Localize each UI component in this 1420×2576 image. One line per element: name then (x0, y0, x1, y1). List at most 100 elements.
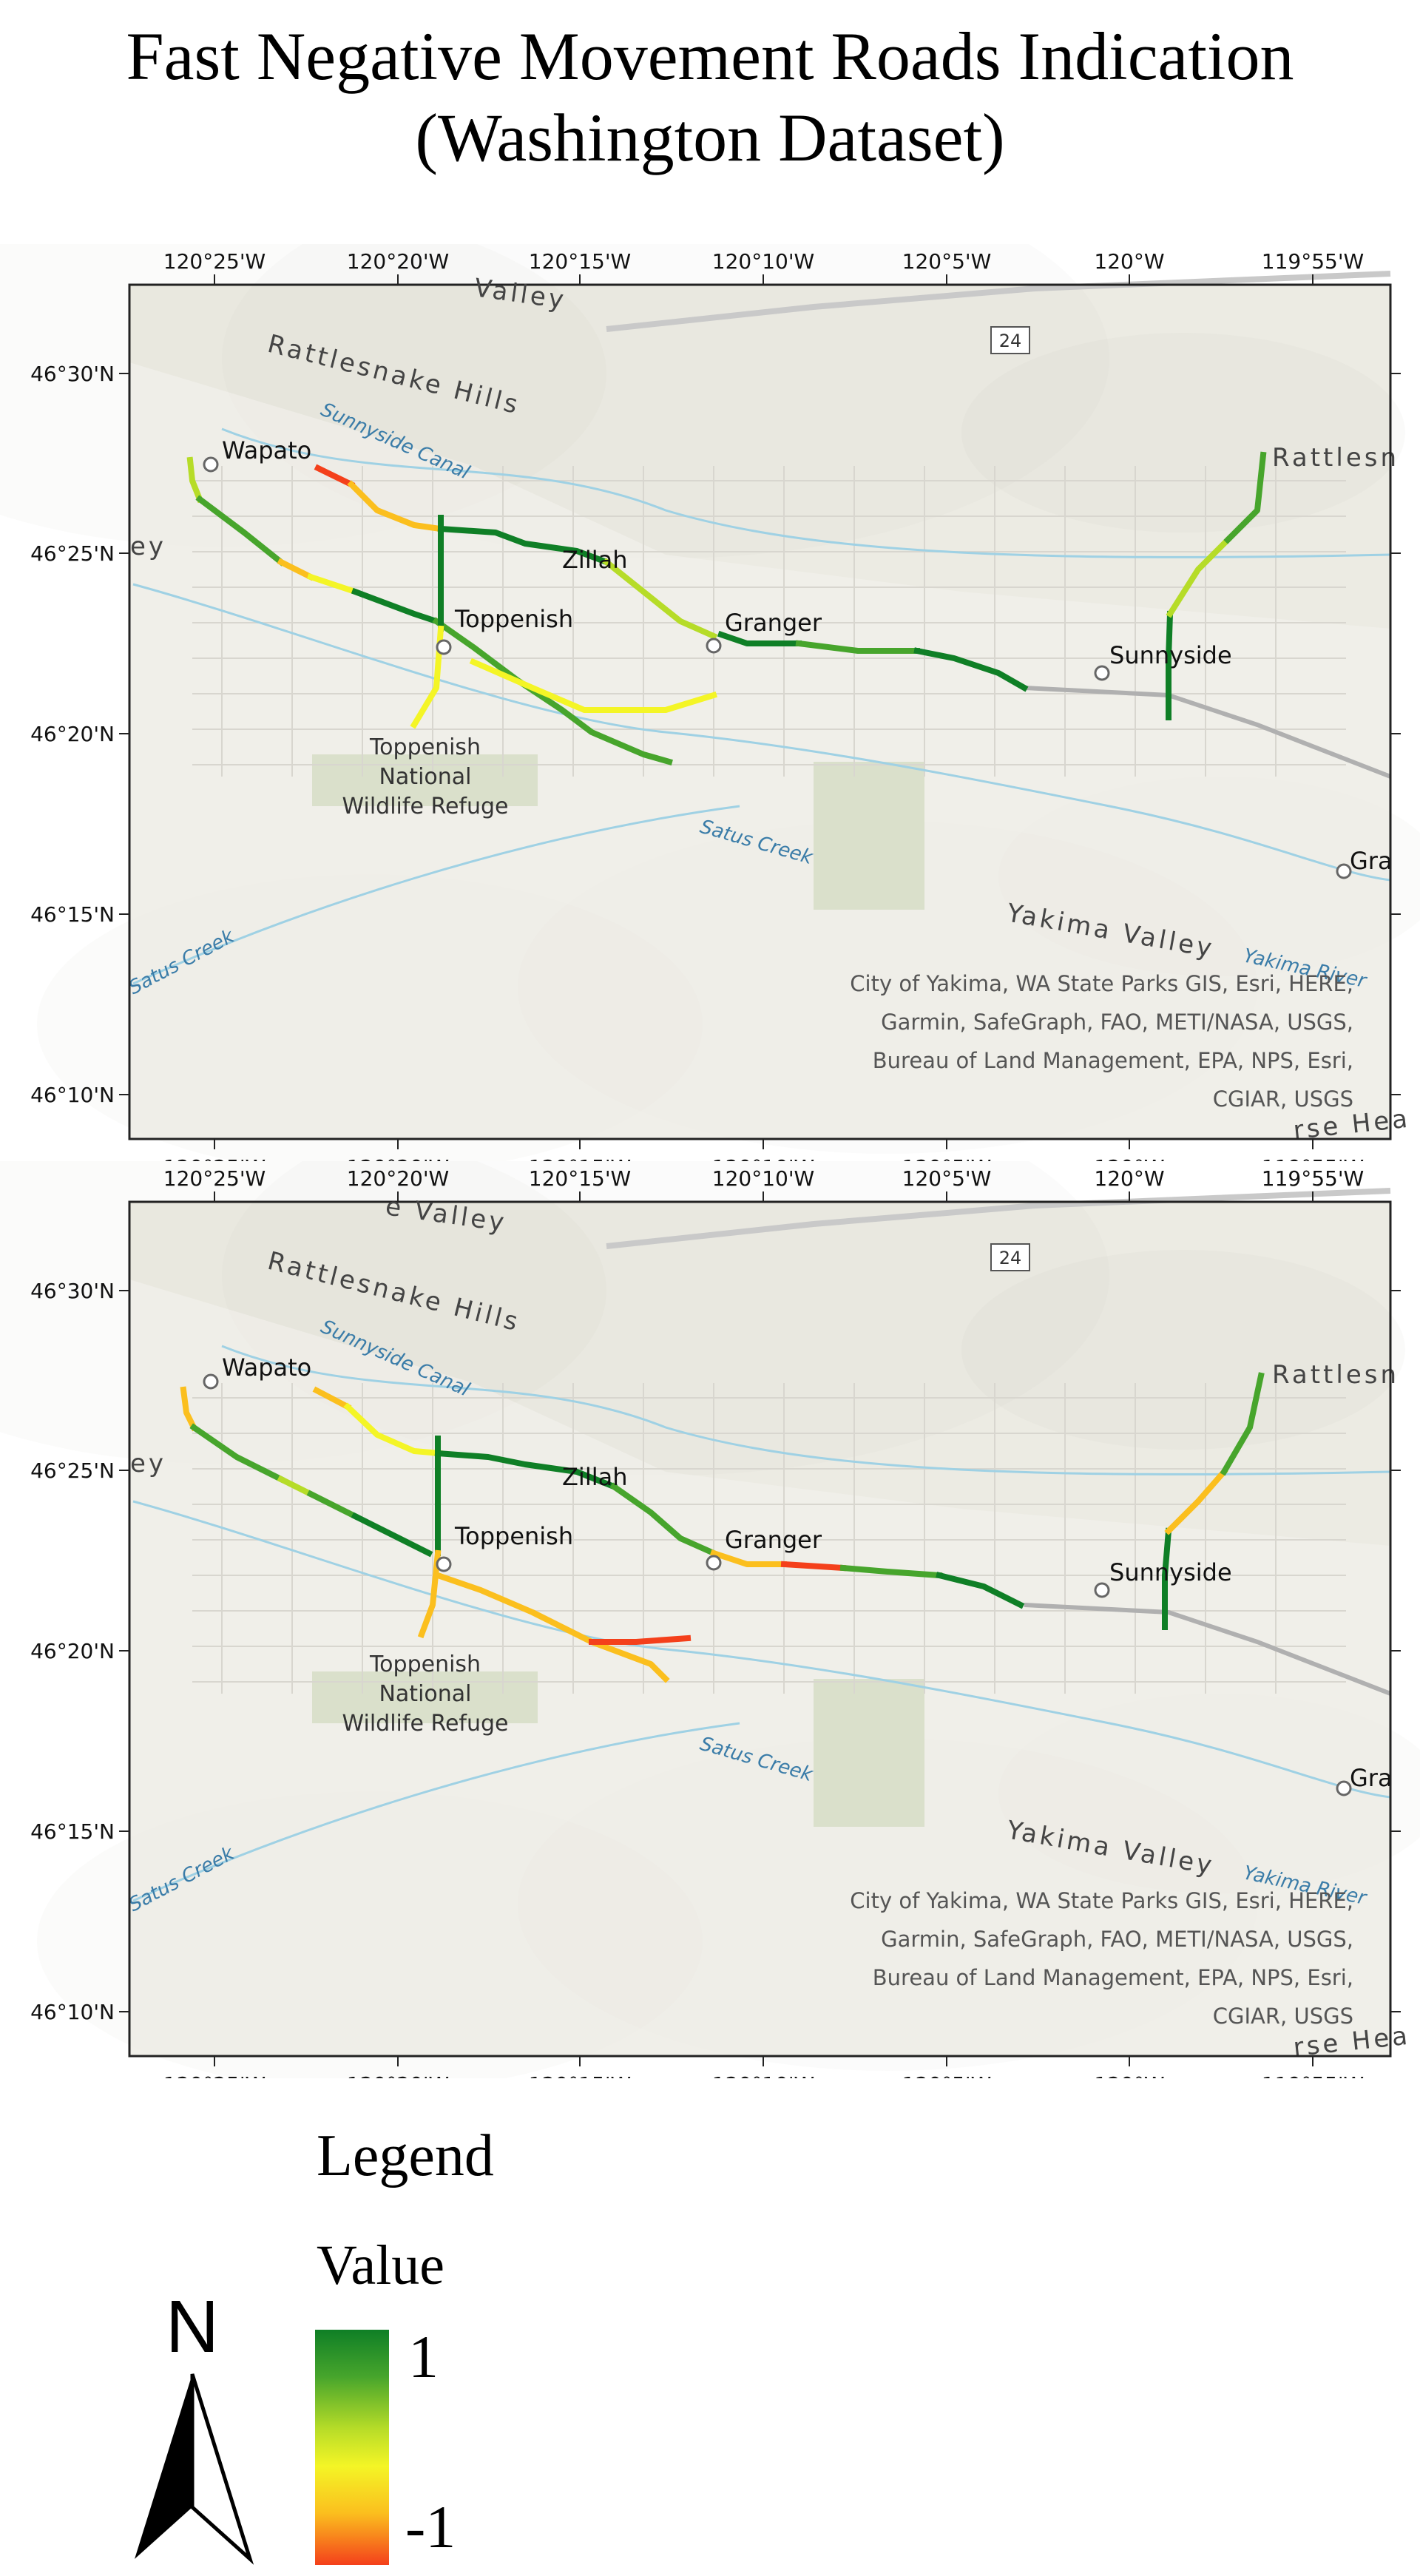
lon-tick-label-bottom-0: 120°25'W (163, 2072, 266, 2078)
lon-tick-label-bottom-1: 120°20'W (347, 1155, 449, 1161)
lon-tick-label-bottom-5: 120°W (1094, 1155, 1164, 1161)
lat-tick-label-1: 46°25'N (30, 1458, 115, 1483)
place-marker-toppenish (436, 1556, 452, 1572)
place-label-granger: Granger (725, 1526, 822, 1554)
lon-tick-label-bottom-6: 119°55'W (1262, 1155, 1364, 1161)
top-road-diag-4 (351, 587, 441, 626)
lon-tick-label-bottom-2: 120°15'W (529, 2072, 631, 2078)
lon-tick-label-bottom-4: 120°5'W (902, 1155, 992, 1161)
place-label-sunnyside: Sunnyside (1109, 641, 1232, 669)
figure-title-line2: (Washington Dataset) (415, 100, 1005, 175)
place-marker-granger (706, 638, 722, 654)
lon-tick-label-top-6: 119°55'W (1262, 1166, 1364, 1191)
lon-tick-label-bottom-3: 120°10'W (712, 1155, 814, 1161)
top-road-granger-1 (717, 630, 802, 646)
bottom-road-wapato-west (180, 1386, 198, 1432)
highway-shield-label: 24 (999, 1248, 1022, 1268)
bottom-road-granger-3 (839, 1564, 943, 1579)
place-label-toppenish: Toppenish (454, 605, 573, 633)
figure-title-line1: Fast Negative Movement Roads Indication (126, 18, 1294, 94)
top-road-wapato-west (186, 456, 204, 504)
map-credit-line1: City of Yakima, WA State Parks GIS, Esri… (850, 1888, 1353, 1913)
bottom-road-canal-2 (343, 1402, 444, 1457)
bottom-road-n-s-2 (417, 1549, 442, 1639)
top-road-granger-3 (913, 647, 1029, 692)
lon-tick-label-top-0: 120°25'W (163, 1166, 266, 1191)
top-road-diag-3 (306, 572, 359, 596)
bottom-road-east-ns-2 (1164, 1467, 1228, 1535)
lat-tick-label-2: 46°20'N (30, 1639, 115, 1663)
lon-tick-label-top-4: 120°5'W (902, 249, 992, 274)
map-credit-line1: City of Yakima, WA State Parks GIS, Esri… (850, 971, 1353, 996)
place-label-zillah: Zillah (562, 1463, 627, 1491)
lon-tick-label-top-4: 120°5'W (902, 1166, 992, 1191)
place-label-sunnyside: Sunnyside (1109, 1558, 1232, 1586)
place-label-wapato: Wapato (222, 1353, 311, 1382)
top-road-canal-2 (347, 480, 444, 533)
map-credit-line3: Bureau of Land Management, EPA, NPS, Esr… (873, 1048, 1353, 1073)
legend-title: Legend (317, 2123, 494, 2188)
refuge-label-line2: National (379, 1681, 471, 1707)
top-road-east-ns-2 (1166, 535, 1232, 618)
bottom-road-granger-4 (936, 1572, 1025, 1609)
bottom-road-east-ns-3 (1220, 1372, 1265, 1476)
lon-tick-label-top-3: 120°10'W (712, 1166, 814, 1191)
lon-tick-label-bottom-3: 120°10'W (712, 2072, 814, 2078)
top-road-east-ns-1 (1166, 610, 1174, 720)
place-label-gra: Gra (1350, 847, 1393, 875)
lon-tick-label-top-1: 120°20'W (347, 1166, 449, 1191)
legend-color-ramp (315, 2330, 389, 2565)
lon-tick-label-bottom-1: 120°20'W (347, 2072, 449, 2078)
refuge-label-line3: Wildlife Refuge (342, 794, 509, 819)
bottom-road-diag-2 (277, 1475, 315, 1498)
lat-tick-label-0: 46°30'N (30, 1279, 115, 1303)
highway-shield-label: 24 (999, 331, 1022, 351)
bottom-road-east-ns-1 (1162, 1527, 1172, 1630)
lon-tick-label-top-5: 120°W (1094, 249, 1164, 274)
refuge-label-line1: Toppenish (369, 1652, 481, 1677)
place-label-wapato: Wapato (222, 436, 311, 464)
place-marker-toppenish (436, 639, 452, 655)
map-credit-line4: CGIAR, USGS (1213, 2004, 1353, 2029)
lat-tick-label-3: 46°15'N (30, 902, 115, 927)
lon-tick-label-top-2: 120°15'W (529, 1166, 631, 1191)
refuge-label-line2: National (379, 764, 471, 790)
place-marker-wapato (203, 456, 219, 473)
bottom-road-toppen-s (433, 1571, 670, 1683)
place-label-zillah: Zillah (562, 546, 627, 574)
bottom-road-granger-2 (780, 1561, 847, 1572)
bottom-road-diag-4 (351, 1512, 433, 1558)
refuge-label-line3: Wildlife Refuge (342, 1711, 509, 1737)
legend-min-label: -1 (405, 2493, 456, 2560)
legend-max-label: 1 (408, 2323, 439, 2390)
place-label-granger: Granger (725, 609, 822, 637)
place-marker-gra (1336, 1780, 1352, 1796)
north-arrow-icon: N (135, 2285, 254, 2565)
label-rattlesn: Rattlesn (1272, 1360, 1399, 1390)
map-credit-line2: Garmin, SafeGraph, FAO, METI/NASA, USGS, (881, 1010, 1353, 1035)
label-ey: ey (130, 532, 166, 561)
top-road-diag-5 (432, 617, 673, 765)
lon-tick-label-top-0: 120°25'W (163, 249, 266, 274)
lon-tick-label-bottom-5: 120°W (1094, 2072, 1164, 2078)
label-ey: ey (130, 1449, 166, 1478)
place-marker-sunnyside (1094, 665, 1110, 681)
lat-tick-label-0: 46°30'N (30, 362, 115, 386)
top-road-diag-2 (277, 558, 315, 581)
place-marker-granger (706, 1555, 722, 1571)
lon-tick-label-bottom-2: 120°15'W (529, 1155, 631, 1161)
place-label-gra: Gra (1350, 1764, 1393, 1792)
top-road-toppen-s (469, 657, 717, 713)
lon-tick-label-top-3: 120°10'W (712, 249, 814, 274)
bottom-road-granger-1 (709, 1549, 787, 1567)
lon-tick-label-top-5: 120°W (1094, 1166, 1164, 1191)
map-credit-line2: Garmin, SafeGraph, FAO, METI/NASA, USGS, (881, 1927, 1353, 1952)
lon-tick-label-top-6: 119°55'W (1262, 249, 1364, 274)
lat-tick-label-4: 46°10'N (30, 1083, 115, 1107)
refuge-label-line1: Toppenish (369, 734, 481, 760)
bottom-road-east-1 (434, 1450, 618, 1491)
lon-tick-label-bottom-0: 120°25'W (163, 1155, 266, 1161)
top-road-canal-1 (314, 464, 356, 489)
